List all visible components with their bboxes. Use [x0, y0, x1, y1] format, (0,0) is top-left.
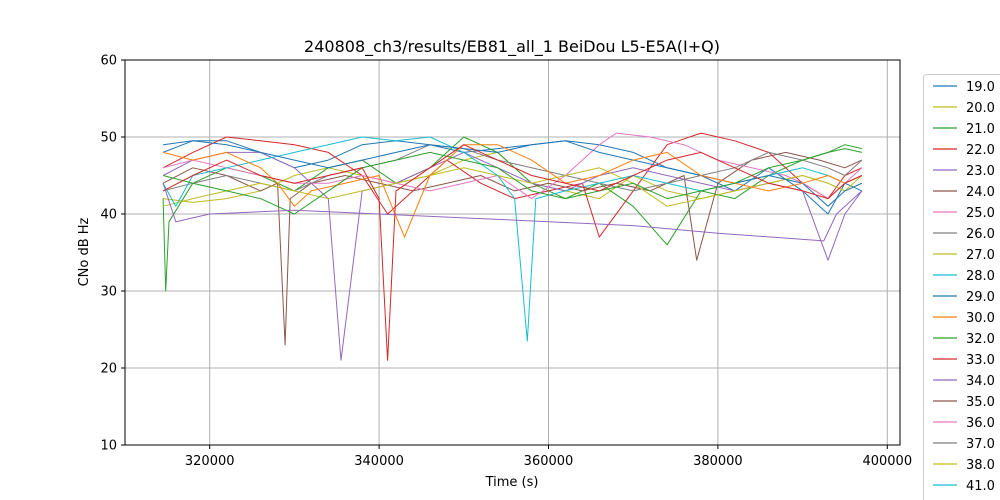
x-axis: 320000 340000 360000 380000 400000 [185, 445, 912, 469]
y-tick-label: 20 [100, 362, 117, 377]
x-axis-label: Time (s) [485, 475, 539, 490]
x-tick-label: 380000 [693, 454, 743, 469]
legend-label: 41.0 [966, 479, 995, 494]
x-tick-label: 360000 [524, 454, 574, 469]
y-axis-label: CNo dB Hz [77, 217, 92, 286]
legend-label: 19.0 [966, 80, 995, 95]
x-tick-label: 400000 [862, 454, 912, 469]
legend-label: 21.0 [966, 122, 995, 137]
legend-box [923, 74, 1000, 500]
series-line-33.0 [162, 144, 863, 361]
legend-label: 29.0 [966, 290, 995, 305]
x-tick-label: 340000 [354, 454, 404, 469]
y-tick-label: 50 [100, 131, 117, 146]
legend-label: 36.0 [966, 416, 995, 431]
x-tick-label: 320000 [185, 454, 235, 469]
series-line-24.0 [162, 151, 863, 346]
legend-label: 37.0 [966, 437, 995, 452]
legend-label: 23.0 [966, 164, 995, 179]
legend-label: 35.0 [966, 395, 995, 410]
legend-label: 27.0 [966, 248, 995, 263]
legend-label: 33.0 [966, 353, 995, 368]
legend-label: 22.0 [966, 143, 995, 158]
series-line-27.0 [162, 167, 863, 207]
series-layer [162, 132, 863, 361]
series-line-28.0 [162, 136, 863, 342]
series-line-29.0 [163, 140, 863, 207]
y-axis: 10 20 30 40 50 60 [100, 54, 125, 454]
y-tick-label: 40 [100, 208, 117, 223]
legend-label: 30.0 [966, 311, 995, 326]
y-tick-label: 60 [100, 54, 117, 69]
series-line-22.0 [162, 132, 863, 238]
legend-label: 20.0 [966, 101, 995, 116]
legend-label: 34.0 [966, 374, 995, 389]
legend-label: 38.0 [966, 458, 995, 473]
chart-title: 240808_ch3/results/EB81_all_1 BeiDou L5-… [304, 37, 720, 57]
legend-label: 25.0 [966, 206, 995, 221]
legend-label: 28.0 [966, 269, 995, 284]
plot-frame [124, 59, 901, 446]
legend-label: 26.0 [966, 227, 995, 242]
series-line-34.0 [162, 183, 863, 242]
legend-label: 24.0 [966, 185, 995, 200]
series-line-30.0 [162, 144, 863, 238]
y-tick-label: 10 [100, 439, 117, 454]
legend-label: 32.0 [966, 332, 995, 347]
series-line-32.0 [162, 148, 863, 215]
legend: 19.0 20.0 21.0 22.0 23.0 24.0 25.0 26.0 27.0 28.0… [923, 74, 1000, 500]
y-tick-label: 30 [100, 285, 117, 300]
grid-lines [125, 59, 900, 446]
